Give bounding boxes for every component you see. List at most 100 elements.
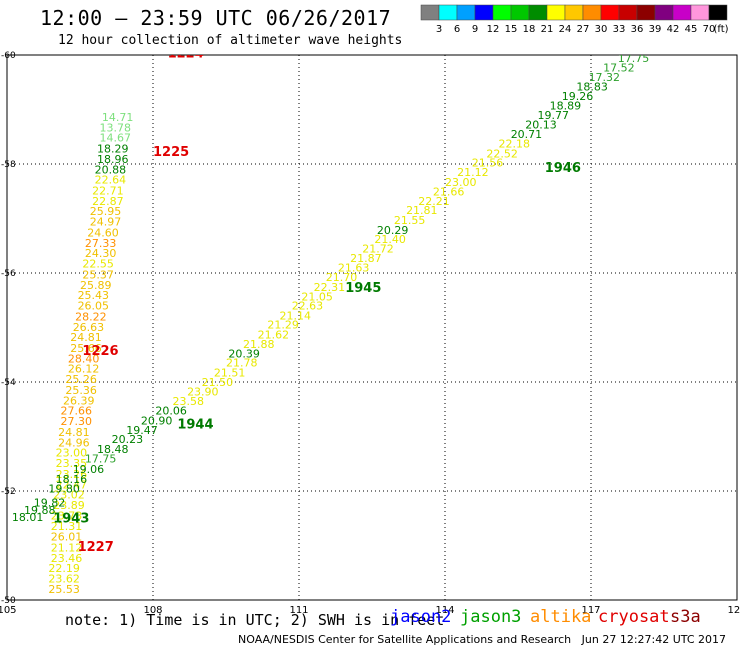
- color-scale-label: 70: [703, 24, 716, 35]
- swh-value-jason3: 21.63: [338, 261, 370, 274]
- color-scale-label: 24: [559, 24, 572, 35]
- swh-value-jason3: 21.14: [280, 309, 312, 322]
- footnote: note: 1) Time is in UTC; 2) SWH is in fe…: [65, 611, 445, 629]
- color-scale-label: 6: [454, 24, 460, 35]
- swh-value-cryosat: 23.89: [53, 499, 85, 512]
- color-scale-legend: 3 6 9 12 15 18 21 24 27 30 33 36 39 42 45 70(ft): [420, 4, 729, 35]
- x-tick-label: 111: [289, 605, 308, 616]
- swh-value-cryosat: 24.81: [58, 426, 90, 439]
- color-swatch: [708, 4, 728, 21]
- swh-value-jason3: 22.18: [499, 138, 531, 151]
- swh-value-cryosat: 22.19: [48, 562, 80, 575]
- pass-time-label: 1224: [168, 47, 204, 62]
- chart-title: 12:00 – 23:59 UTC 06/26/2017: [40, 6, 392, 30]
- swh-value-jason3: 18.16: [56, 473, 88, 486]
- swh-value-jason3: 23.90: [187, 386, 219, 399]
- pass-time-label: 1945: [345, 281, 381, 296]
- swh-value-cryosat: 23.26: [56, 468, 88, 481]
- y-tick-label: -50: [1, 596, 16, 606]
- color-scale-label: 18: [523, 24, 536, 35]
- color-scale-label: 12: [487, 24, 500, 35]
- swh-value-jason3: 19.06: [73, 463, 105, 476]
- swh-value-jason3: 21.56: [472, 157, 504, 170]
- swh-value-cryosat: 22.55: [82, 258, 114, 271]
- swh-value-jason3: 19.77: [537, 109, 569, 122]
- swh-value-cryosat: 27.33: [85, 237, 117, 250]
- swh-value-jason3: 17.12: [632, 42, 664, 55]
- swh-value-cryosat: 25.66: [70, 342, 102, 355]
- swh-value-jason3: 21.40: [374, 233, 406, 246]
- pass-time-label: 1225: [153, 145, 189, 160]
- plot-frame: [6, 54, 738, 601]
- swh-value-jason3: 19.88: [24, 504, 56, 517]
- swh-value-jason3: 20.71: [511, 128, 543, 141]
- swh-value-cryosat: 27.30: [61, 415, 93, 428]
- swh-value-cryosat: 28.40: [68, 352, 100, 365]
- swh-value-cryosat: 14.67: [99, 132, 131, 145]
- swh-value-cryosat: 25.37: [82, 268, 114, 281]
- swh-value-jason3: 18.48: [97, 443, 128, 456]
- x-tick-label: 105: [0, 605, 17, 616]
- swh-value-cryosat: 20.88: [95, 163, 127, 176]
- swh-value-jason3: 22.52: [486, 147, 518, 160]
- swh-value-jason3: 21.29: [267, 319, 299, 332]
- swh-value-cryosat: 23.02: [53, 489, 85, 502]
- swh-value-cryosat: 26.63: [73, 321, 105, 334]
- swh-value-jason3: 19.80: [48, 483, 80, 496]
- y-tick-label: -56: [1, 269, 16, 279]
- legend-s3a: s3a: [670, 607, 701, 627]
- swh-value-jason3: 16.42: [662, 23, 694, 36]
- swh-value-jason3: 15.16: [705, 0, 737, 8]
- swh-value-cryosat: 23.35: [56, 457, 88, 470]
- swh-value-cryosat: 24.81: [70, 331, 102, 344]
- swh-value-cryosat: 26.05: [78, 300, 110, 313]
- swh-value-jason3: 21.12: [457, 166, 489, 179]
- legend-cryosat: cryosat: [598, 607, 670, 627]
- swh-value-cryosat: 24.97: [90, 216, 122, 229]
- swh-value-jason3: 17.75: [618, 52, 650, 65]
- swh-value-jason3: 21.88: [243, 338, 274, 351]
- swh-value-jason3: 21.78: [226, 357, 258, 370]
- swh-value-cryosat: 25.43: [78, 289, 110, 302]
- swh-value-jason3: 20.06: [155, 405, 187, 418]
- chart-subtitle: 12 hour collection of altimeter wave hei…: [58, 33, 403, 48]
- legend-jason2: jason2: [390, 607, 452, 627]
- swh-value-cryosat: 18.29: [97, 143, 128, 156]
- swh-value-jason3: 19.82: [34, 496, 65, 509]
- color-scale-label: 3: [436, 24, 442, 35]
- swh-value-cryosat: 23.73: [51, 509, 83, 522]
- swh-value-jason3: 19.26: [562, 90, 594, 103]
- swh-value-jason3: 20.23: [112, 433, 144, 446]
- swh-value-cryosat: 14.71: [102, 111, 133, 124]
- swh-value-cryosat: 22.71: [92, 185, 124, 198]
- swh-value-jason3: 23.58: [172, 395, 204, 408]
- swh-value-jason3: 21.51: [214, 367, 246, 380]
- legend-jason3: jason3: [460, 607, 522, 627]
- swh-value-cryosat: 25.26: [65, 373, 97, 386]
- color-scale-label: 39: [649, 24, 662, 35]
- swh-value-jason3: 15.27: [647, 33, 679, 46]
- swh-value-cryosat: 25.89: [80, 279, 112, 292]
- color-scale-label: 9: [472, 24, 478, 35]
- swh-value-cryosat: 27.66: [61, 405, 93, 418]
- swh-value-cryosat: 21.31: [51, 520, 83, 533]
- swh-value-jason3: 21.70: [326, 271, 358, 284]
- swh-value-cryosat: 25.53: [48, 583, 80, 596]
- swh-value-cryosat: 26.12: [68, 363, 100, 376]
- y-tick-label: -58: [1, 160, 16, 170]
- swh-value-jason3: 17.32: [589, 71, 621, 84]
- swh-value-cryosat: 26.39: [63, 394, 95, 407]
- y-tick-label: -54: [1, 378, 16, 388]
- swh-value-cryosat: 26.01: [51, 531, 83, 544]
- swh-value-cryosat: 28.22: [75, 310, 107, 323]
- swh-value-jason3: 21.55: [394, 214, 426, 227]
- pass-time-label: 1226: [82, 344, 118, 359]
- swh-value-cryosat: 25.95: [90, 205, 122, 218]
- color-scale-label: 45: [685, 24, 698, 35]
- swh-value-jason3: 20.29: [377, 224, 409, 237]
- swh-value-jason3: 15.30: [676, 14, 708, 27]
- color-scale-label: 15: [505, 24, 518, 35]
- swh-value-jason3: 22.31: [314, 281, 346, 294]
- credit-line: NOAA/NESDIS Center for Satellite Applica…: [238, 633, 726, 646]
- pass-time-label: 1946: [545, 161, 581, 176]
